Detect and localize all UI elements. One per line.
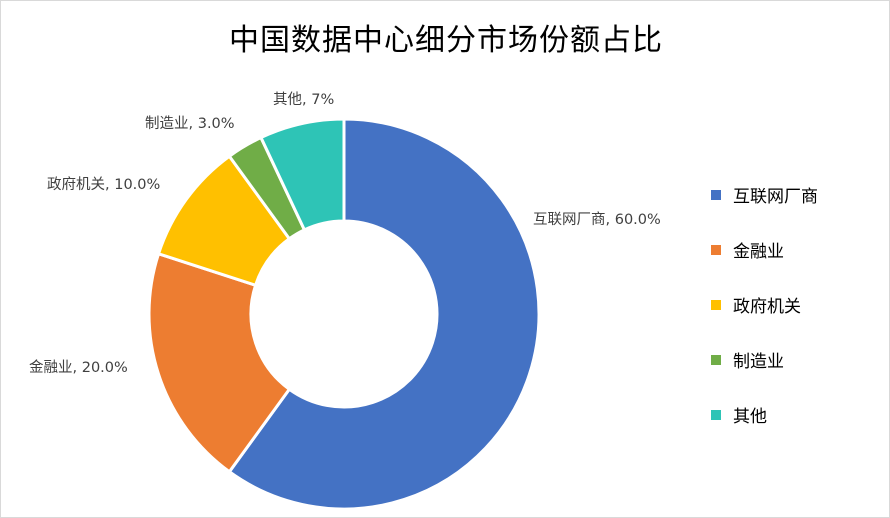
legend-swatch bbox=[711, 299, 721, 310]
legend-swatch bbox=[711, 354, 721, 365]
legend-item-government: 政府机关 bbox=[711, 277, 818, 332]
legend-label: 互联网厂商 bbox=[733, 187, 818, 207]
legend-item-internet-vendors: 互联网厂商 bbox=[711, 167, 818, 222]
legend-label: 政府机关 bbox=[733, 297, 801, 317]
slice-internet-vendors bbox=[227, 117, 541, 511]
data-label-other: 其他, 7% bbox=[273, 91, 334, 108]
legend-item-manufacturing: 制造业 bbox=[711, 332, 818, 387]
data-label-group: 互联网厂商, 60.0% 金融业, 20.0% 政府机关, 10.0% 制造业, 3.… bbox=[29, 91, 661, 376]
legend-item-other: 其他 bbox=[711, 387, 818, 442]
legend-swatch bbox=[711, 189, 721, 200]
data-label-manufacturing: 制造业, 3.0% bbox=[145, 115, 235, 132]
chart-title: 中国数据中心细分市场份额占比 bbox=[229, 23, 663, 58]
data-label-government: 政府机关, 10.0% bbox=[47, 176, 160, 193]
legend-swatch bbox=[711, 244, 721, 255]
data-label-finance: 金融业, 20.0% bbox=[29, 359, 128, 376]
legend: 互联网厂商金融业政府机关制造业其他 bbox=[711, 167, 818, 442]
legend-item-finance: 金融业 bbox=[711, 222, 818, 277]
legend-label: 金融业 bbox=[733, 242, 784, 262]
legend-label: 其他 bbox=[733, 407, 767, 427]
slice-group bbox=[147, 117, 541, 511]
legend-swatch bbox=[711, 409, 721, 420]
slice-other bbox=[258, 117, 346, 232]
slice-finance bbox=[147, 251, 292, 474]
legend-label: 制造业 bbox=[733, 352, 784, 372]
data-label-internet-vendors: 互联网厂商, 60.0% bbox=[533, 211, 661, 228]
